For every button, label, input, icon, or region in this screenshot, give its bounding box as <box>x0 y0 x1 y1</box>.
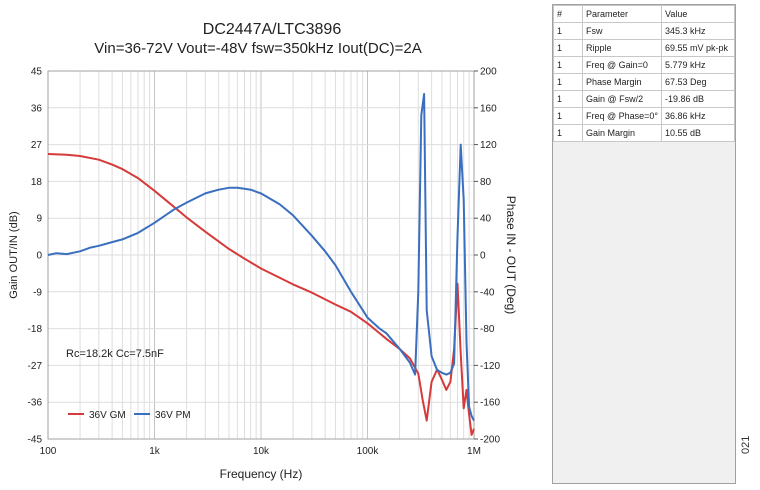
x-tick-label: 100k <box>357 446 380 457</box>
y-right-tick-label: 120 <box>480 140 497 151</box>
y-left-tick-label: -18 <box>28 324 43 335</box>
y-left-tick-label: 27 <box>31 140 43 151</box>
cell-value: 345.3 kHz <box>661 22 735 40</box>
column-header-index[interactable]: # <box>553 5 583 23</box>
table-row[interactable]: 1 Freq @ Phase=0° 36.86 kHz <box>553 107 735 125</box>
y-left-tick-label: 9 <box>36 214 42 225</box>
y-left-tick-label: -9 <box>33 287 42 298</box>
cell-value: 5.779 kHz <box>661 56 735 74</box>
x-tick-label: 100 <box>40 446 57 457</box>
table-row[interactable]: 1 Gain @ Fsw/2 -19.86 dB <box>553 90 735 108</box>
table-row[interactable]: 1 Ripple 69.55 mV pk-pk <box>553 39 735 57</box>
cell-index: 1 <box>553 73 583 91</box>
figure-number: 021 <box>740 435 752 454</box>
chart-subtitle: Vin=36-72V Vout=-48V fsw=350kHz Iout(DC)… <box>94 40 421 57</box>
cell-index: 1 <box>553 39 583 57</box>
bode-plot: DC2447A/LTC3896 Vin=36-72V Vout=-48V fsw… <box>8 21 518 481</box>
column-header-parameter[interactable]: Parameter <box>581 5 663 23</box>
cell-index: 1 <box>553 107 583 125</box>
chart-legend: 36V GM 36V PM <box>68 410 191 421</box>
y-right-tick-label: -40 <box>480 287 495 298</box>
cell-parameter: Phase Margin <box>581 73 663 91</box>
y-right-tick-label: -120 <box>480 361 500 372</box>
series-line-36v-pm <box>47 93 475 422</box>
cell-index: 1 <box>553 124 583 142</box>
cell-parameter: Freq @ Gain=0 <box>581 56 663 74</box>
cell-parameter: Freq @ Phase=0° <box>581 107 663 125</box>
y-right-tick-label: 160 <box>480 103 497 114</box>
x-tick-label: 1M <box>467 446 481 457</box>
y-left-tick-label: -27 <box>28 361 43 372</box>
y-axis-right-label: Phase IN - OUT (Deg) <box>504 196 518 314</box>
table-header-row: # Parameter Value <box>553 5 735 23</box>
measurement-table-panel: # Parameter Value 1 Fsw 345.3 kHz 1 Ripple 69… <box>552 4 736 484</box>
x-tick-label: 1k <box>149 446 161 457</box>
legend-label-pm: 36V PM <box>155 410 191 421</box>
y-right-tick-label: 40 <box>480 214 492 225</box>
column-header-value[interactable]: Value <box>661 5 735 23</box>
y-left-tick-label: -45 <box>28 435 43 446</box>
y-right-tick-label: 80 <box>480 177 492 188</box>
table-row[interactable]: 1 Phase Margin 67.53 Deg <box>553 73 735 91</box>
y-right-tick-label: -200 <box>480 435 500 446</box>
y-right-tick-label: 0 <box>480 251 486 262</box>
x-axis-label: Frequency (Hz) <box>220 467 303 481</box>
y-right-tick-label: -80 <box>480 324 495 335</box>
cell-index: 1 <box>553 56 583 74</box>
y-left-tick-label: -36 <box>28 398 43 409</box>
table-row[interactable]: 1 Fsw 345.3 kHz <box>553 22 735 40</box>
y-right-tick-label: -160 <box>480 398 500 409</box>
cell-parameter: Gain Margin <box>581 124 663 142</box>
chart-annotation: Rc=18.2k Cc=7.5nF <box>66 348 164 360</box>
cell-value: 69.55 mV pk-pk <box>661 39 735 57</box>
measurement-table: # Parameter Value 1 Fsw 345.3 kHz 1 Ripple 69… <box>553 5 735 142</box>
cell-parameter: Ripple <box>581 39 663 57</box>
y-left-tick-label: 36 <box>31 103 43 114</box>
legend-label-gm: 36V GM <box>89 410 126 421</box>
cell-parameter: Fsw <box>581 22 663 40</box>
table-row[interactable]: 1 Freq @ Gain=0 5.779 kHz <box>553 56 735 74</box>
y-left-tick-label: 18 <box>31 177 43 188</box>
cell-value: -19.86 dB <box>661 90 735 108</box>
cell-index: 1 <box>553 90 583 108</box>
cell-value: 10.55 dB <box>661 124 735 142</box>
cell-index: 1 <box>553 22 583 40</box>
x-tick-label: 10k <box>253 446 270 457</box>
y-axis-left-label: Gain OUT/IN (dB) <box>8 211 20 298</box>
cell-value: 36.86 kHz <box>661 107 735 125</box>
y-left-tick-label: 45 <box>31 67 43 78</box>
cell-value: 67.53 Deg <box>661 73 735 91</box>
cell-parameter: Gain @ Fsw/2 <box>581 90 663 108</box>
table-row[interactable]: 1 Gain Margin 10.55 dB <box>553 124 735 142</box>
chart-title: DC2447A/LTC3896 <box>203 21 342 38</box>
y-right-tick-label: 200 <box>480 67 497 78</box>
plot-grid <box>47 70 474 440</box>
y-left-tick-label: 0 <box>36 251 42 262</box>
